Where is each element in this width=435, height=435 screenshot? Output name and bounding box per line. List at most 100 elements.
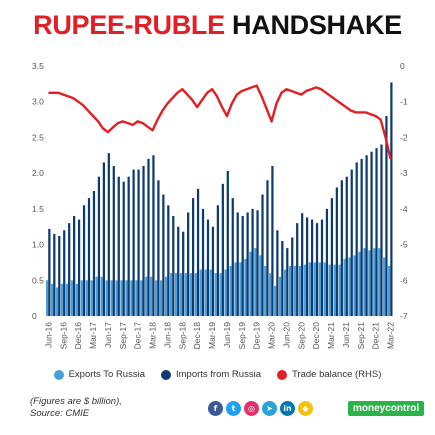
bar-imports xyxy=(107,153,110,316)
x-tick-label: Sep-21 xyxy=(356,322,366,350)
bar-imports xyxy=(187,212,190,316)
x-tick-label: Dec-21 xyxy=(371,322,381,350)
y-right-tick-label: -7 xyxy=(400,311,408,321)
linkedin-icon[interactable]: in xyxy=(280,401,295,416)
bar-exports xyxy=(179,273,183,316)
bar-imports xyxy=(206,219,210,316)
bar-exports xyxy=(55,287,59,316)
bar-exports xyxy=(378,248,381,316)
bar-imports xyxy=(385,116,388,316)
right-y-axis: 0 -1 -2 -3 -4 -5 -6 -7 xyxy=(400,61,408,321)
bar-imports xyxy=(360,158,363,316)
legend-item-trade-balance: Trade balance (RHS) xyxy=(276,369,381,380)
bar-imports xyxy=(231,198,234,316)
bar-exports xyxy=(224,269,227,316)
x-tick-label: Mar-22 xyxy=(386,322,396,349)
bar-imports xyxy=(256,210,259,316)
bar-imports xyxy=(216,205,220,316)
bar-imports xyxy=(112,166,115,316)
bar-exports xyxy=(169,273,173,316)
x-tick-label: Mar-19 xyxy=(207,322,217,349)
bar-imports xyxy=(375,148,378,316)
bar-exports xyxy=(75,283,78,316)
bar-imports xyxy=(266,180,269,316)
bar-exports xyxy=(368,250,371,316)
bar-exports xyxy=(184,273,188,316)
legend-swatch-exports xyxy=(53,369,64,380)
bar-imports xyxy=(63,230,66,316)
snapchat-icon[interactable]: ◆ xyxy=(298,401,313,416)
x-tick-label: Jun-18 xyxy=(162,322,172,348)
instagram-icon[interactable]: ◎ xyxy=(244,401,259,416)
bar-exports xyxy=(46,280,49,316)
bar-exports xyxy=(120,280,123,316)
legend-swatch-trade-balance xyxy=(276,369,287,380)
bar-exports xyxy=(308,262,311,316)
chart-title: RUPEE-RUBLE HANDSHAKE xyxy=(0,10,435,41)
y-left-tick-label: 3.5 xyxy=(32,61,44,71)
bar-imports xyxy=(82,205,86,316)
x-tick-label: Jun-19 xyxy=(222,322,232,348)
bar-exports xyxy=(288,266,292,316)
bar-exports xyxy=(130,280,133,316)
y-right-tick-label: -4 xyxy=(400,204,408,214)
bar-imports xyxy=(157,180,160,316)
bar-exports xyxy=(145,276,148,316)
bar-exports xyxy=(85,280,88,316)
brand-logo[interactable]: moneycontrol xyxy=(348,401,425,416)
bar-exports xyxy=(125,280,128,316)
bar-exports xyxy=(189,273,192,316)
bar-exports xyxy=(244,258,247,316)
bar-exports xyxy=(363,248,366,316)
bar-imports xyxy=(296,223,299,316)
bar-exports xyxy=(283,269,287,316)
bar-imports xyxy=(291,237,294,316)
twitter-icon[interactable]: t xyxy=(226,401,241,416)
bar-imports xyxy=(365,155,368,316)
bar-exports xyxy=(278,276,282,316)
bar-exports xyxy=(110,280,113,316)
title-part1: RUPEE-RUBLE xyxy=(33,10,225,40)
bar-imports xyxy=(345,176,348,316)
legend-label-exports: Exports To Russia xyxy=(68,369,145,380)
bar-exports xyxy=(383,257,386,316)
bar-exports xyxy=(328,264,331,316)
legend-item-exports: Exports To Russia xyxy=(53,369,145,380)
bar-imports xyxy=(92,191,96,316)
bar-exports xyxy=(343,258,346,316)
x-tick-label: Jun-16 xyxy=(43,322,53,348)
bar-exports xyxy=(249,251,252,316)
source-note: (Figures are $ billion), Source: CMIE xyxy=(30,396,122,420)
bar-imports xyxy=(301,213,304,316)
bar-exports xyxy=(155,280,158,316)
bar-imports xyxy=(137,169,140,316)
bar-exports xyxy=(298,266,302,316)
bar-exports xyxy=(135,280,138,316)
bar-exports xyxy=(194,273,197,316)
bar-exports xyxy=(160,280,163,316)
bar-imports xyxy=(191,198,195,316)
y-right-tick-label: -6 xyxy=(400,275,408,285)
bar-imports xyxy=(315,223,319,316)
bar-exports xyxy=(105,280,108,316)
bar-exports xyxy=(140,280,143,316)
bar-imports xyxy=(172,216,175,316)
y-left-tick-label: 2.0 xyxy=(32,168,44,178)
bar-imports xyxy=(340,180,343,316)
bar-imports xyxy=(87,198,91,316)
bar-imports xyxy=(97,176,101,316)
bar-imports xyxy=(53,233,56,316)
left-y-axis: 0 0.5 1.0 1.5 2.0 2.5 3.0 3.5 xyxy=(32,61,44,321)
bar-exports xyxy=(174,273,178,316)
bar-exports xyxy=(254,248,257,316)
x-tick-label: Mar-20 xyxy=(267,322,277,349)
bar-exports xyxy=(214,273,217,316)
bar-imports xyxy=(211,226,215,316)
bar-exports xyxy=(50,283,54,316)
x-tick-label: Dec-17 xyxy=(133,322,143,350)
bar-exports xyxy=(239,262,242,316)
bar-imports xyxy=(102,162,105,316)
telegram-icon[interactable]: ➤ xyxy=(262,401,277,416)
line-series xyxy=(48,84,392,160)
facebook-icon[interactable]: f xyxy=(208,401,223,416)
